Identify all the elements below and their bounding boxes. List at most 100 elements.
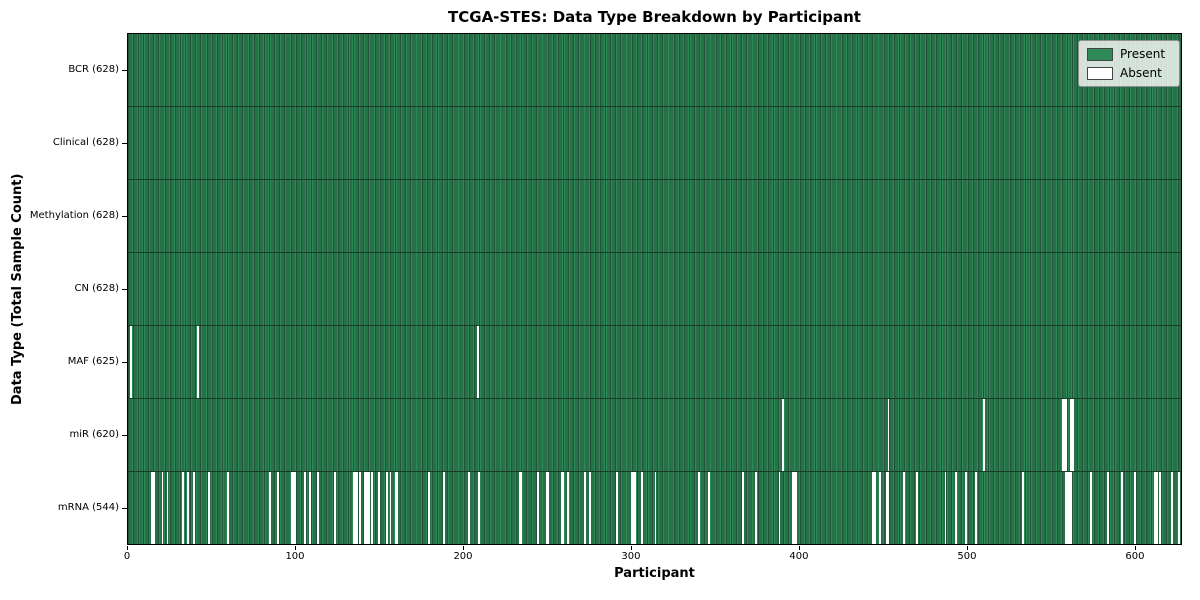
y-tick-mark	[122, 69, 127, 71]
absent-mark	[186, 472, 189, 544]
absent-mark	[386, 472, 389, 544]
y-tick-label: miR (620)	[69, 429, 119, 441]
absent-mark	[954, 472, 957, 544]
row-band-methylation	[128, 180, 1181, 253]
absent-mark	[698, 472, 700, 544]
present-swatch-icon	[1087, 47, 1113, 61]
x-tick-label: 0	[123, 551, 131, 562]
absent-mark	[364, 472, 367, 544]
absent-mark	[589, 472, 591, 544]
absent-mark	[166, 472, 169, 544]
absent-mark	[741, 472, 744, 544]
absent-mark	[983, 399, 986, 471]
absent-mark	[309, 472, 311, 544]
absent-mark	[428, 472, 431, 544]
y-tick-mark	[122, 215, 127, 217]
absent-mark	[394, 472, 397, 544]
absent-mark	[151, 472, 154, 544]
x-tick-mark	[798, 546, 800, 550]
absent-mark	[791, 472, 794, 544]
absent-mark	[161, 472, 164, 544]
absent-mark	[781, 399, 784, 471]
absent-mark	[560, 472, 563, 544]
absent-mark	[268, 472, 271, 544]
absent-mark	[290, 472, 293, 544]
absent-mark	[795, 472, 798, 544]
absent-mark	[1072, 399, 1074, 471]
absent-mark	[377, 472, 380, 544]
absent-mark	[1063, 399, 1066, 471]
absent-mark	[545, 472, 548, 544]
absent-mark	[196, 326, 199, 398]
absent-mark	[1070, 472, 1073, 544]
absent-mark	[1170, 472, 1173, 544]
absent-mark	[885, 472, 888, 544]
absent-mark	[874, 472, 877, 544]
x-tick-label: 600	[1125, 551, 1145, 562]
absent-mark	[615, 472, 618, 544]
x-tick-mark	[462, 546, 464, 550]
absent-mark	[476, 326, 479, 398]
legend-label-absent: Absent	[1120, 66, 1162, 80]
y-tick-mark	[122, 362, 127, 364]
row-band-bcr	[128, 34, 1181, 107]
y-tick-label: Clinical (628)	[52, 136, 119, 148]
absent-mark	[778, 472, 781, 544]
absent-mark	[520, 472, 523, 544]
absent-mark	[396, 472, 399, 544]
x-tick-label: 400	[789, 551, 809, 562]
x-tick-label: 500	[957, 551, 977, 562]
y-tick-label: BCR (628)	[68, 63, 119, 75]
absent-mark	[518, 472, 521, 544]
y-tick-mark	[122, 289, 127, 290]
absent-mark	[443, 472, 446, 544]
absent-swatch-icon	[1087, 66, 1113, 80]
absent-mark	[193, 472, 196, 544]
x-tick-mark	[294, 546, 296, 550]
legend-label-present: Present	[1120, 47, 1166, 61]
absent-mark	[902, 472, 905, 544]
absent-mark	[879, 472, 882, 544]
absent-mark	[1155, 472, 1158, 544]
absent-mark	[964, 472, 967, 544]
absent-mark	[632, 472, 635, 544]
absent-mark	[708, 472, 711, 544]
absent-mark	[304, 472, 306, 544]
absent-mark	[1070, 399, 1073, 471]
y-tick-label: MAF (625)	[67, 356, 119, 368]
absent-mark	[654, 472, 657, 544]
x-tick-label: 300	[621, 551, 641, 562]
absent-mark	[352, 472, 355, 544]
absent-mark	[1107, 472, 1110, 544]
absent-mark	[793, 472, 796, 544]
absent-mark	[371, 472, 374, 544]
absent-mark	[129, 326, 132, 398]
absent-mark	[567, 472, 570, 544]
y-tick-label: Methylation (628)	[29, 209, 119, 221]
absent-mark	[478, 472, 481, 544]
y-tick-label: CN (628)	[74, 283, 119, 294]
absent-mark	[872, 472, 875, 544]
absent-mark	[887, 399, 890, 471]
absent-mark	[359, 472, 362, 544]
absent-mark	[389, 472, 392, 544]
absent-mark	[631, 472, 633, 544]
absent-mark	[755, 472, 757, 544]
y-tick-mark	[122, 142, 127, 144]
y-tick-mark	[122, 435, 127, 437]
absent-mark	[1061, 399, 1064, 471]
absent-mark	[584, 472, 586, 544]
legend-item-absent: Absent	[1087, 66, 1171, 80]
absent-mark	[334, 472, 337, 544]
x-axis-label: Participant	[614, 566, 695, 581]
x-tick-label: 200	[453, 551, 473, 562]
legend: Present Absent	[1078, 40, 1180, 87]
absent-mark	[366, 472, 368, 544]
row-band-mrna	[128, 472, 1181, 544]
absent-mark	[641, 472, 643, 544]
absent-mark	[1090, 472, 1093, 544]
legend-item-present: Present	[1087, 47, 1171, 61]
row-band-maf	[128, 326, 1181, 399]
chart-title: TCGA-STES: Data Type Breakdown by Partic…	[448, 8, 861, 26]
absent-mark	[226, 472, 229, 544]
